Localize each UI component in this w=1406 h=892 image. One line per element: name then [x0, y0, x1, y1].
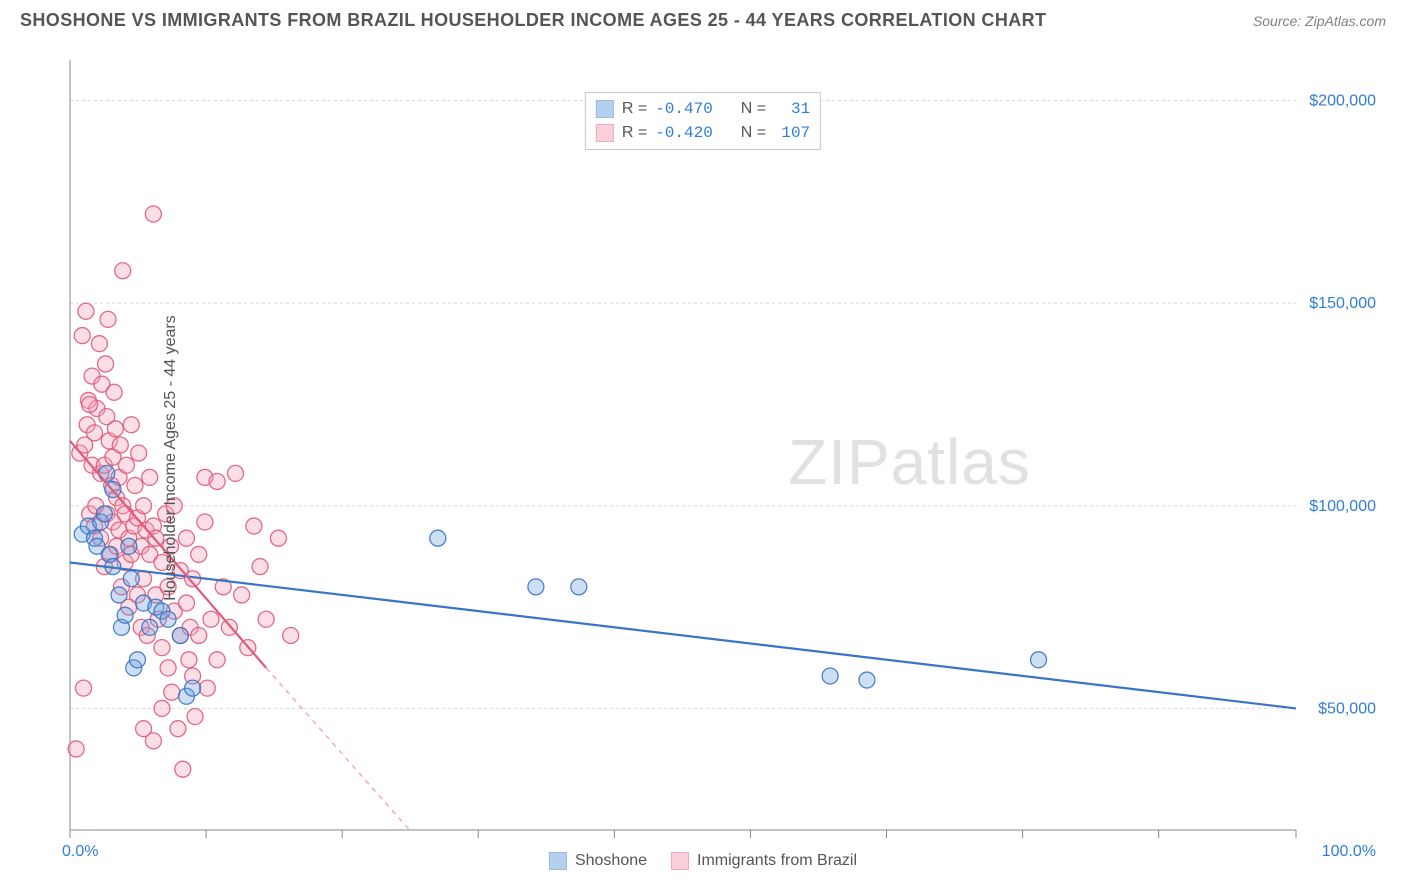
data-point	[106, 384, 122, 400]
correlation-legend-box: R = -0.470 N = 31 R = -0.420 N = 107	[585, 92, 821, 150]
data-point	[228, 465, 244, 481]
legend-label: Shoshone	[575, 852, 647, 870]
data-point	[123, 417, 139, 433]
data-point	[283, 627, 299, 643]
n-value: 107	[774, 121, 810, 145]
data-point	[252, 559, 268, 575]
data-point	[191, 627, 207, 643]
legend-item: Immigrants from Brazil	[671, 852, 857, 870]
data-point	[209, 652, 225, 668]
data-point	[209, 473, 225, 489]
data-point	[181, 652, 197, 668]
data-point	[96, 506, 112, 522]
data-point	[234, 587, 250, 603]
n-value: 31	[774, 97, 810, 121]
data-point	[822, 668, 838, 684]
data-point	[178, 595, 194, 611]
scatter-chart: $50,000 $100,000 $150,000 $200,000 0.0% 100.0…	[20, 44, 1386, 872]
data-point	[136, 721, 152, 737]
data-point	[859, 672, 875, 688]
source-prefix: Source:	[1253, 13, 1305, 29]
data-point	[170, 721, 186, 737]
data-point	[197, 514, 213, 530]
legend-swatch	[596, 100, 614, 118]
r-value: -0.420	[655, 121, 713, 145]
data-point	[127, 478, 143, 494]
r-value: -0.470	[655, 97, 713, 121]
y-tick-label: $150,000	[1309, 295, 1376, 312]
data-point	[178, 530, 194, 546]
data-point	[175, 761, 191, 777]
data-point	[571, 579, 587, 595]
data-point	[187, 709, 203, 725]
data-point	[112, 437, 128, 453]
data-point	[270, 530, 286, 546]
x-origin-label: 0.0%	[62, 843, 98, 860]
data-point	[74, 328, 90, 344]
data-point	[258, 611, 274, 627]
data-point	[121, 538, 137, 554]
r-label: R =	[622, 97, 647, 121]
data-point	[154, 700, 170, 716]
y-tick-label: $200,000	[1309, 93, 1376, 110]
data-point	[528, 579, 544, 595]
data-point	[1031, 652, 1047, 668]
regression-line-extrapolated	[266, 668, 409, 830]
legend-stat-row: R = -0.470 N = 31	[596, 97, 810, 121]
data-point	[145, 206, 161, 222]
data-point	[430, 530, 446, 546]
data-point	[111, 587, 127, 603]
data-point	[172, 627, 188, 643]
data-point	[123, 571, 139, 587]
data-point	[118, 457, 134, 473]
data-point	[199, 680, 215, 696]
data-point	[142, 469, 158, 485]
data-point	[185, 680, 201, 696]
y-tick-label: $50,000	[1318, 700, 1376, 717]
data-point	[160, 611, 176, 627]
y-tick-label: $100,000	[1309, 498, 1376, 515]
legend-swatch	[671, 852, 689, 870]
data-point	[136, 498, 152, 514]
data-point	[87, 425, 103, 441]
legend-swatch	[596, 124, 614, 142]
data-point	[203, 611, 219, 627]
source-label: Source: ZipAtlas.com	[1253, 13, 1386, 31]
legend-item: Shoshone	[549, 852, 647, 870]
regression-line	[70, 563, 1296, 709]
n-label: N =	[741, 121, 766, 145]
series-legend: Shoshone Immigrants from Brazil	[549, 852, 857, 870]
x-end-label: 100.0%	[1322, 843, 1376, 860]
legend-swatch	[549, 852, 567, 870]
data-point	[78, 303, 94, 319]
chart-title: SHOSHONE VS IMMIGRANTS FROM BRAZIL HOUSE…	[20, 10, 1046, 31]
data-point	[107, 421, 123, 437]
data-point	[160, 660, 176, 676]
data-point	[164, 684, 180, 700]
data-point	[100, 311, 116, 327]
legend-stat-row: R = -0.420 N = 107	[596, 121, 810, 145]
data-point	[115, 263, 131, 279]
data-point	[142, 619, 158, 635]
legend-label: Immigrants from Brazil	[697, 852, 857, 870]
data-point	[129, 652, 145, 668]
data-point	[154, 640, 170, 656]
n-label: N =	[741, 97, 766, 121]
r-label: R =	[622, 121, 647, 145]
source-name: ZipAtlas.com	[1305, 13, 1386, 29]
data-point	[117, 607, 133, 623]
data-point	[91, 336, 107, 352]
data-point	[246, 518, 262, 534]
data-point	[131, 445, 147, 461]
data-point	[82, 396, 98, 412]
data-point	[98, 356, 114, 372]
data-point	[99, 465, 115, 481]
data-point	[75, 680, 91, 696]
y-axis-label: Householder Income Ages 25 - 44 years	[162, 315, 180, 601]
data-point	[68, 741, 84, 757]
data-point	[191, 546, 207, 562]
